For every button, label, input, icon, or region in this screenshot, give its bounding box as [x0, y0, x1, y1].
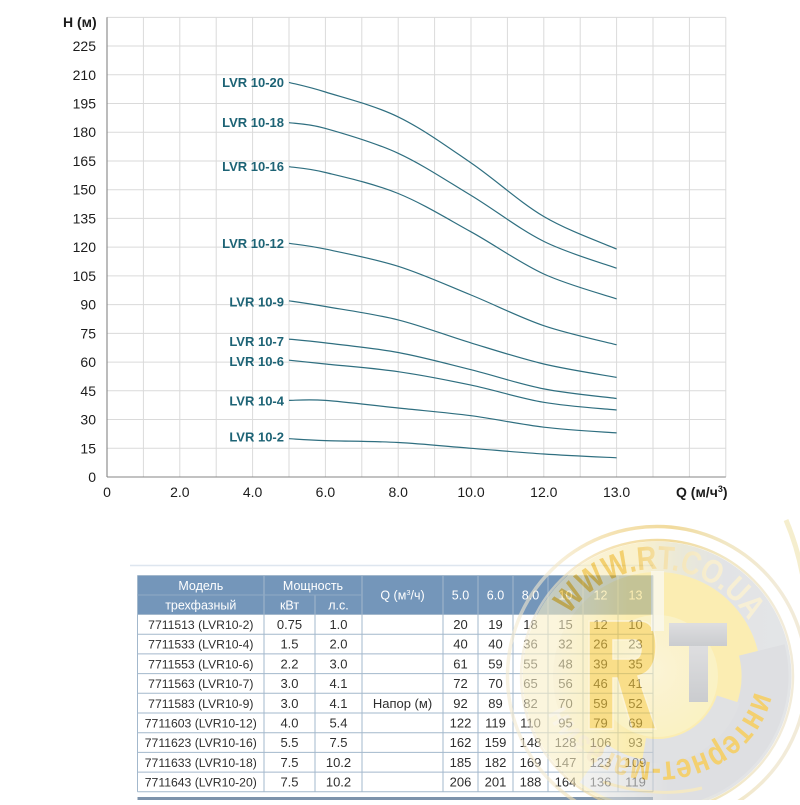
svg-text:90: 90 — [80, 297, 96, 313]
svg-text:162: 162 — [450, 735, 472, 750]
svg-text:7711603 (LVR10-12): 7711603 (LVR10-12) — [145, 717, 257, 731]
svg-text:15: 15 — [80, 440, 96, 456]
svg-text:180: 180 — [73, 124, 97, 140]
svg-text:7711633 (LVR10-18): 7711633 (LVR10-18) — [145, 756, 257, 770]
svg-text:7711583 (LVR10-9): 7711583 (LVR10-9) — [148, 697, 253, 711]
svg-text:92: 92 — [453, 696, 467, 711]
svg-text:30: 30 — [80, 412, 96, 428]
svg-text:61: 61 — [453, 656, 467, 671]
svg-text:4.0: 4.0 — [280, 716, 298, 731]
svg-text:40: 40 — [488, 637, 502, 652]
svg-text:120: 120 — [73, 239, 97, 255]
svg-text:LVR 10-9: LVR 10-9 — [229, 295, 284, 310]
svg-text:2.2: 2.2 — [280, 656, 298, 671]
svg-text:6.0: 6.0 — [316, 484, 336, 500]
svg-text:225: 225 — [73, 38, 97, 54]
svg-text:7711553 (LVR10-6): 7711553 (LVR10-6) — [148, 657, 253, 671]
svg-text:7711643 (LVR10-20): 7711643 (LVR10-20) — [145, 776, 257, 790]
svg-text:LVR 10-20: LVR 10-20 — [222, 75, 284, 90]
svg-text:LVR 10-12: LVR 10-12 — [222, 236, 284, 251]
svg-text:1.5: 1.5 — [280, 637, 298, 652]
svg-text:4.0: 4.0 — [243, 484, 263, 500]
svg-text:кВт: кВт — [280, 598, 299, 612]
svg-text:0: 0 — [103, 484, 111, 500]
svg-text:165: 165 — [73, 153, 97, 169]
svg-text:Q (м3/ч): Q (м3/ч) — [380, 588, 424, 603]
svg-text:7.5: 7.5 — [280, 775, 298, 790]
svg-text:188: 188 — [520, 775, 542, 790]
svg-text:59: 59 — [488, 656, 502, 671]
svg-text:60: 60 — [80, 354, 96, 370]
svg-text:8.0: 8.0 — [388, 484, 408, 500]
svg-text:Напор (м): Напор (м) — [373, 696, 432, 711]
svg-text:122: 122 — [450, 716, 472, 731]
svg-text:6.0: 6.0 — [487, 589, 504, 603]
svg-text:89: 89 — [488, 696, 502, 711]
svg-text:4.1: 4.1 — [329, 676, 347, 691]
svg-text:LVR 10-7: LVR 10-7 — [229, 334, 284, 349]
svg-text:1.0: 1.0 — [329, 617, 347, 632]
svg-text:12.0: 12.0 — [530, 484, 557, 500]
svg-text:2.0: 2.0 — [329, 637, 347, 652]
svg-text:LVR 10-16: LVR 10-16 — [222, 159, 284, 174]
svg-text:70: 70 — [488, 676, 502, 691]
svg-text:LVR 10-2: LVR 10-2 — [229, 430, 284, 445]
svg-text:7.5: 7.5 — [280, 755, 298, 770]
svg-text:5.0: 5.0 — [452, 589, 469, 603]
svg-text:0: 0 — [88, 469, 96, 485]
svg-text:4.1: 4.1 — [329, 696, 347, 711]
svg-text:7711513 (LVR10-2): 7711513 (LVR10-2) — [148, 618, 253, 632]
svg-text:10.2: 10.2 — [326, 775, 351, 790]
svg-text:5.5: 5.5 — [280, 735, 298, 750]
svg-text:10.0: 10.0 — [457, 484, 484, 500]
svg-text:2.0: 2.0 — [170, 484, 190, 500]
svg-text:трехфазный: трехфазный — [165, 598, 236, 612]
svg-text:7711563 (LVR10-7): 7711563 (LVR10-7) — [148, 677, 253, 691]
svg-text:210: 210 — [73, 67, 97, 83]
svg-text:7711623 (LVR10-16): 7711623 (LVR10-16) — [145, 736, 257, 750]
svg-text:150: 150 — [73, 182, 97, 198]
svg-text:72: 72 — [453, 676, 467, 691]
svg-text:Мощность: Мощность — [283, 579, 343, 593]
svg-text:LVR 10-4: LVR 10-4 — [229, 394, 284, 409]
svg-text:7711533 (LVR10-4): 7711533 (LVR10-4) — [148, 638, 253, 652]
svg-text:3.0: 3.0 — [280, 676, 298, 691]
svg-text:7.5: 7.5 — [329, 735, 347, 750]
svg-text:40: 40 — [453, 637, 467, 652]
svg-text:201: 201 — [485, 775, 507, 790]
svg-text:135: 135 — [73, 210, 97, 226]
svg-text:159: 159 — [485, 735, 507, 750]
svg-text:0.75: 0.75 — [277, 617, 302, 632]
svg-text:206: 206 — [450, 775, 472, 790]
svg-text:Модель: Модель — [178, 579, 223, 593]
svg-text:л.с.: л.с. — [328, 598, 349, 612]
svg-text:LVR 10-6: LVR 10-6 — [229, 354, 284, 369]
svg-text:5.4: 5.4 — [329, 716, 347, 731]
svg-text:75: 75 — [80, 325, 96, 341]
svg-text:20: 20 — [453, 617, 467, 632]
svg-text:3.0: 3.0 — [329, 656, 347, 671]
svg-text:185: 185 — [450, 755, 472, 770]
svg-text:19: 19 — [488, 617, 502, 632]
svg-text:3.0: 3.0 — [280, 696, 298, 711]
svg-text:45: 45 — [80, 383, 96, 399]
svg-text:195: 195 — [73, 96, 97, 112]
svg-text:13.0: 13.0 — [603, 484, 630, 500]
svg-text:105: 105 — [73, 268, 97, 284]
svg-text:119: 119 — [485, 716, 506, 731]
svg-text:10.2: 10.2 — [326, 755, 351, 770]
svg-text:LVR 10-18: LVR 10-18 — [222, 115, 284, 130]
svg-text:182: 182 — [485, 755, 507, 770]
svg-text:Н (м): Н (м) — [63, 14, 97, 30]
